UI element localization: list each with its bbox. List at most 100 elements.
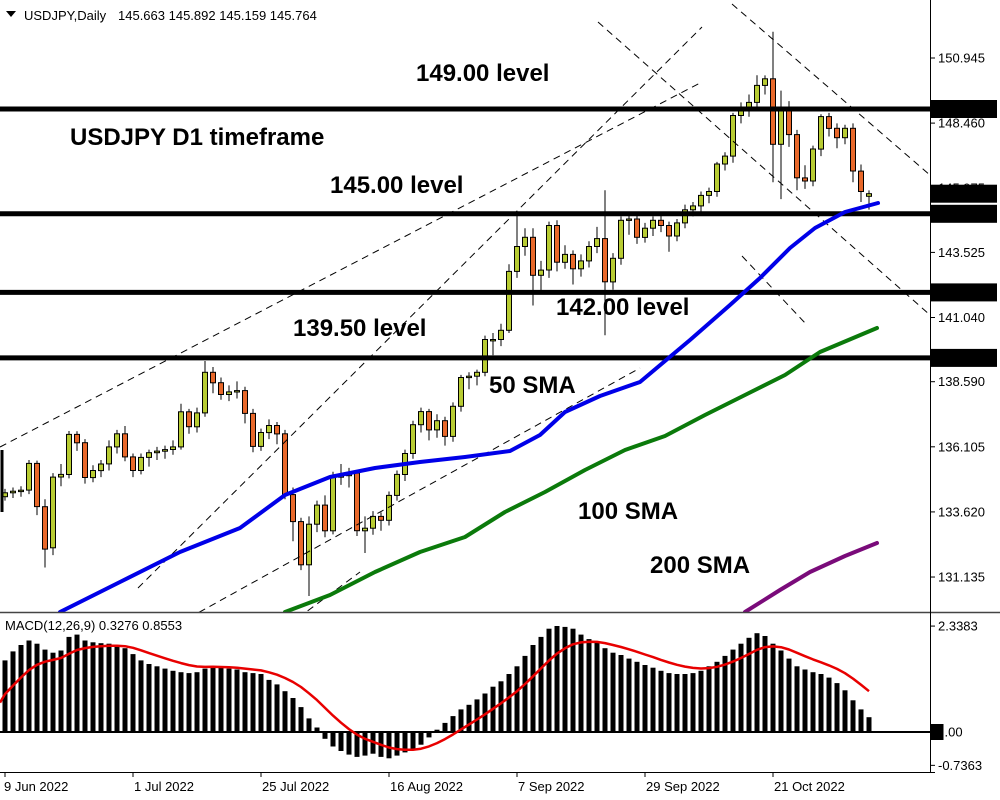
macd-pane — [0, 626, 930, 759]
candle-bull — [594, 238, 600, 248]
candle-bull — [314, 504, 320, 525]
macd-bar — [34, 643, 40, 732]
trendline[interactable] — [137, 26, 703, 589]
current-price-badge-label: 145.764 — [936, 186, 983, 201]
macd-bar — [402, 732, 408, 753]
date-label: 16 Aug 2022 — [390, 779, 463, 794]
macd-bar — [562, 626, 568, 732]
trendline[interactable] — [597, 21, 938, 322]
candle-bull — [618, 219, 624, 259]
candle-bull — [466, 375, 472, 379]
macd-bar — [330, 732, 336, 747]
candle-bear — [290, 494, 296, 523]
price-level-badge — [931, 283, 997, 302]
macd-bar — [834, 683, 840, 732]
annotation-100-sma[interactable]: 100 SMA — [578, 498, 678, 525]
price-tick-label: 133.620 — [938, 504, 985, 519]
candle-bear — [802, 177, 808, 182]
macd-bar — [498, 681, 504, 732]
candle-bear — [826, 116, 832, 129]
macd-bar — [826, 677, 832, 732]
candle-bull — [698, 194, 704, 207]
candle-bear — [274, 425, 280, 435]
macd-zero-badge-label: 0 — [934, 725, 941, 740]
trendlines — [0, 3, 938, 624]
macd-bar — [818, 674, 824, 732]
macd-bar — [842, 690, 848, 732]
macd-bar — [226, 668, 232, 732]
candle-bear — [554, 225, 560, 263]
annotation-usdjpy-d1-timeframe[interactable]: USDJPY D1 timeframe — [70, 124, 324, 151]
macd-bar — [58, 650, 64, 732]
macd-bar — [274, 684, 280, 732]
price-tick-label: 136.105 — [938, 439, 985, 454]
candle-bull — [498, 329, 504, 340]
candle-bear — [250, 412, 256, 447]
annotation-139-50-level[interactable]: 139.50 level — [293, 315, 426, 342]
annotation-200-sma[interactable]: 200 SMA — [650, 552, 750, 579]
candle-bull — [258, 432, 264, 447]
macd-bar — [530, 645, 536, 732]
candle-bull — [362, 527, 368, 532]
candle-bear — [298, 521, 304, 566]
annotation-149-00-level[interactable]: 149.00 level — [416, 60, 549, 87]
annotation-142-00-level[interactable]: 142.00 level — [556, 294, 689, 321]
chart-ohlc-values: 145.663 145.892 145.159 145.764 — [118, 8, 317, 23]
candle-bull — [778, 108, 784, 145]
annotation-145-00-level[interactable]: 145.00 level — [330, 172, 463, 199]
macd-bar — [234, 669, 240, 732]
trendline[interactable] — [731, 3, 938, 182]
macd-bar — [586, 639, 592, 732]
candle-bear — [242, 390, 248, 414]
macd-bar — [242, 672, 248, 732]
candle-bull — [18, 489, 24, 493]
candle-bull — [194, 412, 200, 428]
macd-bar — [554, 626, 560, 732]
candle-bull — [762, 78, 768, 86]
macd-bar — [266, 679, 272, 732]
candle-bull — [58, 473, 64, 478]
macd-bar — [618, 655, 624, 732]
macd-bar — [626, 658, 632, 732]
macd-bar — [746, 637, 752, 732]
candle-bull — [394, 473, 400, 496]
candle-bull — [474, 371, 480, 377]
date-label: 7 Sep 2022 — [518, 779, 585, 794]
candle-bull — [578, 260, 584, 270]
price-tick-label: 143.525 — [938, 245, 985, 260]
candle-bull — [146, 452, 152, 458]
macd-bar — [594, 642, 600, 732]
trendline[interactable] — [741, 255, 807, 325]
candle-bull — [66, 433, 72, 475]
candle-bear — [794, 134, 800, 179]
candle-bull — [538, 269, 544, 276]
macd-bar — [130, 654, 136, 732]
macd-bar — [794, 666, 800, 732]
candle-bear — [42, 506, 48, 550]
macd-bar — [98, 643, 104, 732]
candle-bull — [434, 420, 440, 431]
macd-bar — [106, 643, 112, 732]
macd-bar — [770, 643, 776, 732]
macd-bar — [122, 648, 128, 732]
macd-bar — [170, 670, 176, 732]
macd-bar — [762, 636, 768, 732]
candle-bull — [370, 515, 376, 529]
macd-signal-line — [0, 640, 870, 752]
macd-bar — [634, 661, 640, 732]
macd-histogram — [2, 626, 872, 759]
macd-bar — [66, 636, 72, 732]
symbol-dropdown-icon[interactable] — [6, 11, 16, 17]
macd-bar — [354, 732, 360, 757]
trendline[interactable] — [178, 367, 641, 624]
macd-bar — [42, 649, 48, 732]
candle-bull — [202, 371, 208, 414]
price-level-badge — [931, 348, 997, 367]
annotation-50-sma[interactable]: 50 SMA — [489, 372, 576, 399]
candle-bull — [586, 246, 592, 262]
macd-bar — [258, 674, 264, 732]
sma-lines — [58, 201, 880, 612]
macd-bar — [450, 716, 456, 732]
macd-bar — [690, 673, 696, 732]
